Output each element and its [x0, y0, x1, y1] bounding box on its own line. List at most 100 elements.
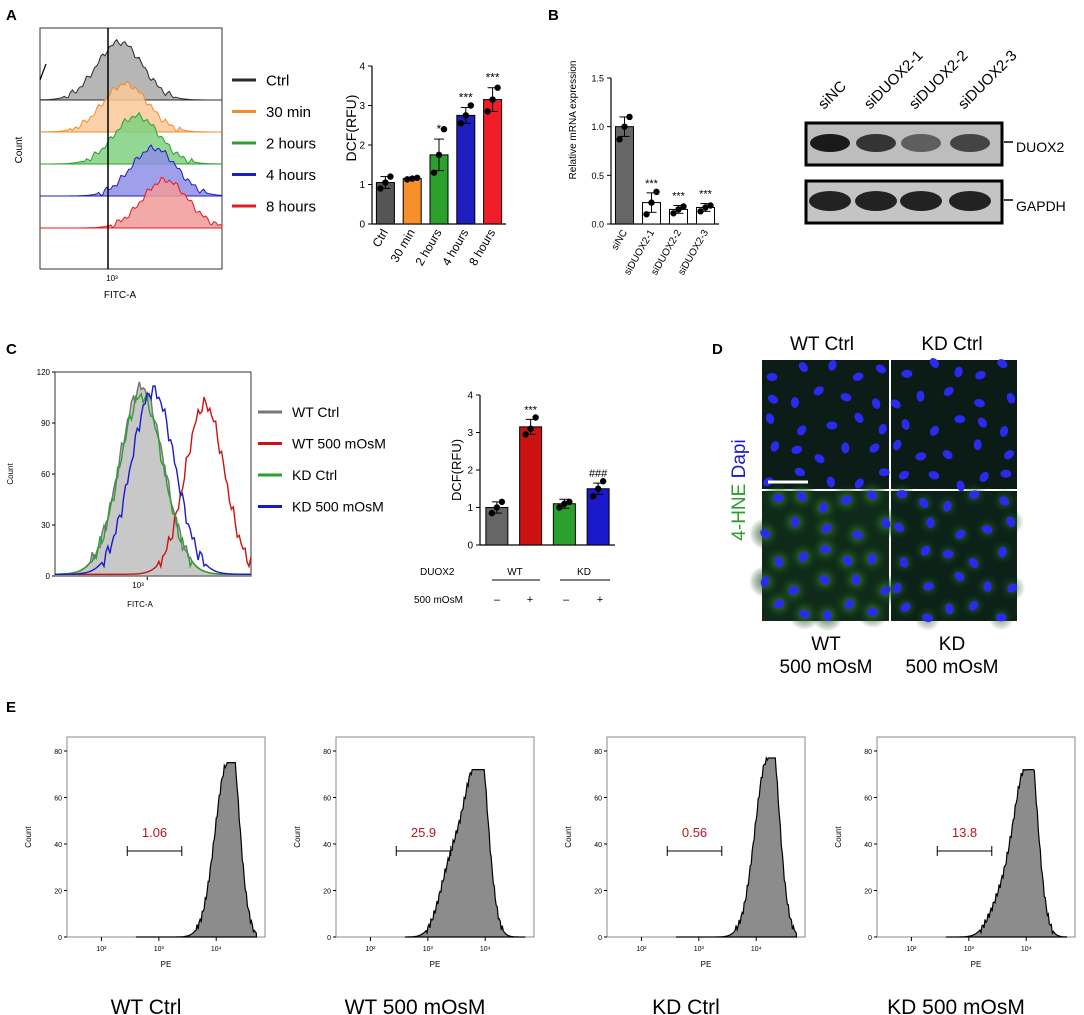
x-tick-label: 10² — [636, 946, 647, 953]
nucleus — [954, 571, 965, 582]
nucleus — [814, 454, 825, 464]
micro-stain-label: 4-HNE Dapi — [729, 439, 750, 540]
nucleus — [942, 550, 954, 559]
panel-c-table-row2-label: 500 mOsM — [414, 595, 463, 606]
significance-label: * — [437, 122, 442, 136]
y-tick-label: 2 — [359, 141, 365, 152]
y-tick-label: 40 — [594, 842, 602, 849]
panel-label-b: B — [548, 7, 559, 24]
y-tick-label: 80 — [54, 749, 62, 756]
nucleus — [770, 441, 780, 452]
nucleus — [945, 603, 954, 615]
micro-tile-kd-ctrl — [891, 360, 1017, 489]
blot-lane-label: siNC — [815, 78, 850, 113]
panel-a-bar-y-label: DCF(RFU) — [343, 95, 359, 162]
data-point — [621, 123, 628, 130]
nucleus — [894, 522, 905, 533]
y-axis-label: Count — [293, 826, 302, 848]
nucleus — [955, 529, 966, 540]
nucleus — [760, 529, 771, 539]
significance-label: ### — [589, 468, 608, 480]
significance-label: *** — [486, 71, 500, 85]
nucleus — [794, 467, 806, 477]
x-axis-label: PE — [430, 960, 441, 969]
data-point — [404, 176, 411, 183]
nucleus — [852, 530, 863, 539]
micro-col-label-wt-ctrl: WT Ctrl — [790, 334, 854, 355]
blot-band-gapdh — [949, 191, 991, 211]
nucleus — [929, 358, 940, 369]
data-point — [616, 136, 623, 143]
blot-band-gapdh — [900, 191, 942, 211]
y-tick-label: 0 — [327, 935, 331, 942]
nucleus — [923, 582, 934, 591]
data-point — [414, 174, 421, 181]
nucleus — [760, 576, 770, 587]
nucleus — [981, 525, 993, 534]
gate-value: 0.56 — [682, 825, 707, 840]
nucleus — [901, 369, 913, 378]
micro-nuclei — [749, 358, 1026, 632]
nucleus — [878, 423, 887, 435]
nucleus — [772, 494, 784, 503]
panel-c-legend: WT Ctrl WT 500 mOsM KD Ctrl KD 500 mOsM — [258, 404, 386, 515]
panel-e-plot: 0 20 40 60 80 10² 10³ 10⁴ Count PE 13.8 KD 500 mOsM — [834, 736, 1076, 1015]
y-tick-label: 1.5 — [591, 74, 604, 84]
bar — [456, 114, 476, 225]
data-point — [556, 504, 563, 511]
histogram-curve — [55, 390, 251, 575]
panel-c-table-group-kd: KD — [577, 567, 591, 578]
nucleus — [840, 495, 852, 505]
data-point — [680, 203, 687, 210]
data-point — [489, 96, 496, 103]
nucleus — [919, 497, 929, 508]
nucleus — [1006, 392, 1016, 404]
nucleus — [841, 442, 850, 454]
significance-label: *** — [524, 404, 538, 416]
y-tick-label: 20 — [594, 889, 602, 896]
x-tick-label: 10³ — [154, 946, 165, 953]
nucleus — [915, 452, 927, 461]
nucleus — [790, 516, 799, 528]
data-point — [377, 185, 384, 192]
blot-band-gapdh — [809, 191, 851, 211]
panel-a-legend: Ctrl 30 min 2 hours 4 hours 8 hours — [232, 73, 316, 216]
significance-label: *** — [699, 189, 713, 201]
nucleus — [983, 580, 992, 592]
gate-value: 1.06 — [142, 825, 167, 840]
legend-label: WT Ctrl — [292, 404, 339, 420]
nucleus — [975, 371, 986, 380]
data-point — [589, 493, 597, 500]
data-point — [643, 211, 650, 218]
nucleus — [977, 417, 987, 428]
significance-label: *** — [672, 191, 686, 203]
histogram-spike — [39, 63, 47, 81]
x-tick-label: 10² — [906, 946, 917, 953]
nucleus — [869, 443, 880, 453]
legend-label: Ctrl — [266, 73, 289, 90]
nucleus — [893, 582, 902, 594]
panel-e-plot: 0 20 40 60 80 10² 10³ 10⁴ Count PE 25.9 WT 500 mOsM — [293, 736, 535, 1015]
data-point — [430, 169, 438, 176]
histogram-curve — [404, 769, 526, 938]
x-tick-label: 10⁴ — [1021, 946, 1032, 953]
histogram-curve — [55, 385, 251, 575]
legend-label: 2 hours — [266, 136, 316, 153]
legend-label: 8 hours — [266, 199, 316, 216]
nucleus — [798, 551, 808, 562]
data-point — [387, 173, 394, 180]
category-label: 8 hours — [466, 226, 498, 268]
micro-bottom-kd-1: KD — [939, 634, 965, 655]
nucleus — [973, 439, 982, 451]
data-point — [532, 414, 539, 421]
data-point — [382, 179, 389, 186]
nucleus — [901, 419, 910, 430]
y-axis-label: Count — [564, 826, 573, 848]
y-tick-label: 20 — [54, 889, 62, 896]
nucleus — [788, 586, 799, 595]
blot-band-gapdh — [855, 191, 897, 211]
legend-label: 4 hours — [266, 167, 316, 184]
